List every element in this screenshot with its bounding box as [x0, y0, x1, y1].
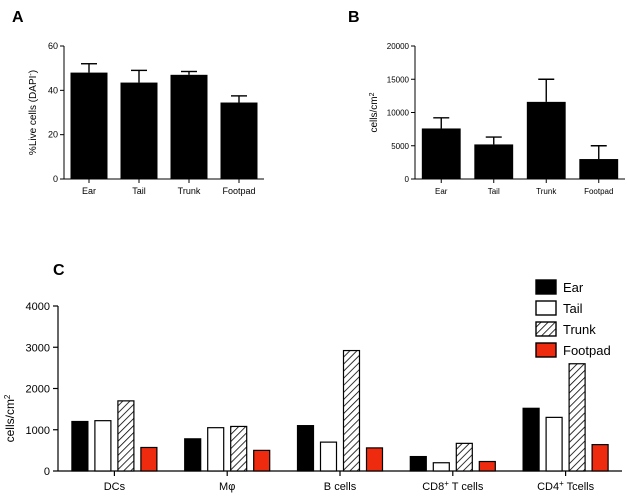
legend-swatch-footpad: [535, 342, 557, 358]
x-tick-label: Mφ: [219, 481, 235, 493]
legend-label-footpad: Footpad: [563, 343, 611, 358]
x-tick-label: Footpad: [584, 187, 613, 196]
y-tick-label: 20000: [387, 42, 410, 51]
x-tick-label: Ear: [435, 187, 448, 196]
x-tick-label: CD8+ T cells: [422, 479, 484, 494]
panel-letter-a: A: [12, 9, 24, 26]
x-tick-label: Trunk: [536, 187, 557, 196]
legend: Ear Tail Trunk Footpad: [535, 279, 611, 358]
x-tick-label: CD4+ Tcells: [537, 479, 595, 494]
x-tick-label: Trunk: [178, 186, 201, 196]
y-tick-label: 0: [53, 174, 58, 184]
bar-ear: [421, 128, 461, 179]
bar-footpad: [478, 460, 496, 472]
chart-panel-c: 0 1000 2000 3000 4000 DCs Mφ B cells CD8+ T cell…: [3, 279, 622, 494]
chart-panel-b: 0 5000 10000 15000 20000 Ear Tail Trunk Footpad c…: [369, 42, 625, 196]
x-tick-label: Tail: [488, 187, 500, 196]
bar-footpad: [579, 159, 619, 179]
bar-trunk: [526, 101, 566, 179]
x-tick-label: B cells: [324, 481, 357, 493]
bar-footpad: [253, 449, 271, 472]
bar-ear: [409, 455, 427, 472]
bar-tail: [474, 144, 514, 179]
panel-letter-c: C: [53, 262, 65, 279]
legend-swatch-trunk: [535, 321, 557, 337]
y-axis-label: cells/cm2: [369, 92, 381, 132]
y-tick-label: 2000: [26, 384, 50, 396]
y-axis-label: %Live cells (DAPI-): [28, 70, 40, 155]
bar-ear: [522, 407, 540, 472]
panel-letter-b: B: [348, 9, 360, 26]
bar-footpad: [591, 444, 609, 472]
legend-label-tail: Tail: [563, 301, 583, 316]
y-tick-label: 4000: [26, 301, 50, 313]
x-tick-label: DCs: [104, 481, 126, 493]
bar-ear: [184, 438, 202, 472]
bar-tail: [207, 427, 225, 472]
y-tick-label: 10000: [387, 109, 410, 118]
y-tick-label: 15000: [387, 75, 410, 84]
bar-tail: [120, 82, 158, 179]
y-tick-label: 20: [48, 130, 58, 140]
bar-ear: [70, 72, 108, 179]
x-tick-label: Ear: [82, 186, 96, 196]
bar-tail: [545, 416, 563, 472]
y-tick-label: 40: [48, 85, 58, 95]
y-tick-label: 0: [44, 466, 50, 478]
bar-ear: [296, 425, 315, 472]
bar-footpad: [365, 447, 384, 472]
bar-trunk: [117, 400, 135, 472]
bar-tail: [94, 420, 112, 472]
bar-trunk: [455, 442, 473, 472]
y-tick-label: 1000: [26, 425, 50, 437]
legend-swatch-tail: [535, 300, 557, 316]
y-tick-label: 0: [405, 175, 410, 184]
bar-footpad: [220, 102, 258, 179]
y-tick-label: 60: [48, 41, 58, 51]
chart-panel-a: 0 20 40 60 Ear Tail Trunk Footpad %Live cells (D…: [28, 41, 264, 196]
bar-trunk: [568, 363, 586, 472]
y-tick-label: 5000: [391, 142, 409, 151]
bar-trunk: [230, 425, 248, 472]
bar-trunk: [170, 74, 208, 179]
legend-label-ear: Ear: [563, 280, 584, 295]
bar-trunk: [342, 349, 361, 472]
bar-tail: [432, 462, 450, 472]
y-tick-label: 3000: [26, 342, 50, 354]
y-axis-label: cells/cm2: [3, 394, 18, 442]
bar-tail: [319, 441, 338, 472]
x-tick-label: Tail: [132, 186, 146, 196]
bar-footpad: [140, 446, 158, 472]
bar-ear: [71, 420, 89, 472]
legend-label-trunk: Trunk: [563, 322, 596, 337]
x-tick-label: Footpad: [222, 186, 255, 196]
legend-swatch-ear: [535, 279, 557, 295]
